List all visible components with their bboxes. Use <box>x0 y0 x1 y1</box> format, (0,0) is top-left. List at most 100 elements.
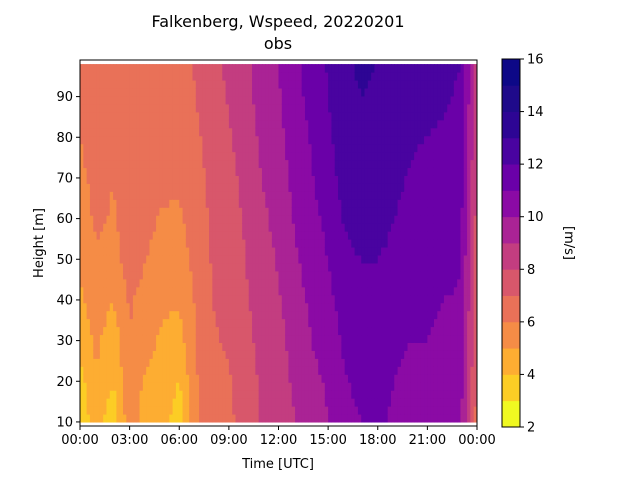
heatmap-cell <box>228 135 233 145</box>
heatmap-cell <box>159 207 164 216</box>
heatmap-cell <box>440 191 445 200</box>
heatmap-cell <box>139 159 144 169</box>
heatmap-cell <box>99 342 104 351</box>
heatmap-cell <box>324 262 329 272</box>
heatmap-cell <box>443 79 448 89</box>
heatmap-cell <box>407 334 412 343</box>
heatmap-cell <box>261 334 266 343</box>
heatmap-cell <box>291 79 296 89</box>
heatmap-cell <box>288 366 293 375</box>
heatmap-cell <box>212 270 217 280</box>
heatmap-cell <box>417 390 422 399</box>
heatmap-cell <box>109 278 114 288</box>
heatmap-cell <box>331 183 336 192</box>
heatmap-cell <box>209 334 213 343</box>
heatmap-cell <box>89 342 94 351</box>
heatmap-cell <box>255 143 260 153</box>
heatmap-cell <box>218 334 223 343</box>
heatmap-cell <box>304 207 309 216</box>
heatmap-cell <box>169 143 174 153</box>
heatmap-cell <box>242 223 247 232</box>
heatmap-cell <box>410 254 415 264</box>
heatmap-cell <box>427 406 432 415</box>
heatmap-cell <box>119 398 124 407</box>
heatmap-cell <box>351 342 356 351</box>
heatmap-cell <box>377 87 382 97</box>
heatmap-cell <box>394 398 399 407</box>
heatmap-cell <box>354 151 359 161</box>
heatmap-cell <box>278 111 283 121</box>
heatmap-cell <box>407 398 412 407</box>
heatmap-cell <box>265 175 270 184</box>
heatmap-cell <box>430 87 435 97</box>
heatmap-cell <box>331 278 336 288</box>
heatmap-cell <box>199 191 204 200</box>
heatmap-cell <box>338 342 342 351</box>
heatmap-cell <box>142 326 147 336</box>
heatmap-cell <box>338 231 342 240</box>
heatmap-cell <box>314 318 319 328</box>
heatmap-cell <box>295 294 299 304</box>
heatmap-cell <box>404 326 409 336</box>
heatmap-cell <box>394 326 399 336</box>
heatmap-cell <box>222 167 227 176</box>
heatmap-cell <box>271 254 276 264</box>
heatmap-cell <box>384 135 389 145</box>
heatmap-cell <box>129 413 134 423</box>
heatmap-cell <box>146 239 151 248</box>
heatmap-cell <box>288 159 293 169</box>
heatmap-cell <box>116 79 121 89</box>
heatmap-cell <box>212 286 217 296</box>
heatmap-cell <box>321 334 326 343</box>
heatmap-cell <box>367 199 372 208</box>
heatmap-cell <box>166 183 170 192</box>
heatmap-cell <box>433 183 438 192</box>
heatmap-cell <box>222 286 227 296</box>
heatmap-cell <box>357 358 362 367</box>
heatmap-cell <box>172 87 177 97</box>
heatmap-cell <box>430 191 435 200</box>
heatmap-cell <box>427 374 432 383</box>
heatmap-cell <box>156 326 160 336</box>
heatmap-cell <box>179 191 184 200</box>
heatmap-cell <box>103 350 108 359</box>
heatmap-cell <box>361 72 366 81</box>
heatmap-cell <box>311 342 316 351</box>
heatmap-cell <box>311 103 316 113</box>
heatmap-cell <box>288 294 293 304</box>
heatmap-cell <box>384 366 389 375</box>
heatmap-cell <box>215 374 220 383</box>
heatmap-cell <box>381 119 385 129</box>
heatmap-cell <box>235 207 240 216</box>
heatmap-cell <box>367 262 372 272</box>
heatmap-cell <box>228 382 233 391</box>
heatmap-cell <box>252 183 256 192</box>
heatmap-cell <box>228 334 233 343</box>
heatmap-cell <box>334 366 339 375</box>
heatmap-cell <box>136 231 141 240</box>
heatmap-cell <box>443 239 448 248</box>
heatmap-cell <box>364 95 369 105</box>
heatmap-cell <box>169 231 174 240</box>
heatmap-cell <box>182 302 187 312</box>
heatmap-cell <box>205 199 210 208</box>
heatmap-cell <box>344 111 349 121</box>
heatmap-cell <box>364 159 369 169</box>
heatmap-cell <box>374 326 379 336</box>
heatmap-cell <box>278 342 283 351</box>
heatmap-cell <box>334 390 339 399</box>
heatmap-cell <box>166 239 170 248</box>
heatmap-cell <box>218 390 223 399</box>
heatmap-cell <box>433 326 438 336</box>
heatmap-cell <box>132 159 137 169</box>
heatmap-cell <box>142 374 147 383</box>
heatmap-cell <box>285 294 290 304</box>
heatmap-cell <box>156 87 160 97</box>
heatmap-cell <box>443 87 448 97</box>
heatmap-cell <box>245 239 250 248</box>
heatmap-cell <box>341 159 346 169</box>
heatmap-cell <box>166 382 170 391</box>
heatmap-cell <box>238 318 243 328</box>
heatmap-cell <box>397 239 402 248</box>
heatmap-cell <box>126 95 131 105</box>
